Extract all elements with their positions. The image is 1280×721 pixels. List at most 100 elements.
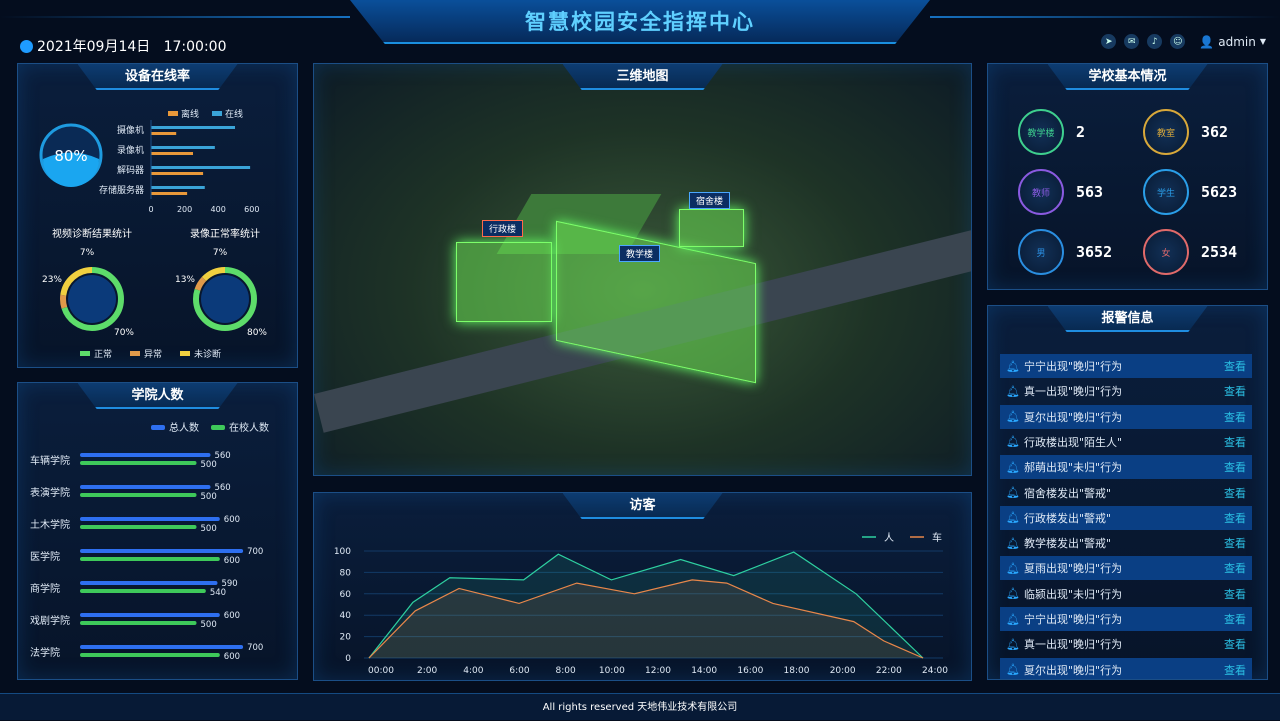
bar-total: [80, 453, 211, 457]
x-tick-label: 2:00: [417, 666, 437, 676]
view-button[interactable]: 查看: [1224, 461, 1246, 475]
send-icon[interactable]: ➤: [1101, 34, 1117, 49]
bar-offline: [151, 172, 204, 175]
stat-label: 教学楼: [1027, 128, 1055, 139]
series-area: [369, 579, 923, 658]
bar-total: [80, 581, 218, 585]
alarm-text: 行政楼发出"警戒": [1024, 511, 1112, 525]
bell-icon: 🔔︎: [1006, 587, 1020, 601]
stat-icon: 学生: [1143, 169, 1189, 215]
view-button[interactable]: 查看: [1224, 360, 1246, 373]
bar-online: [151, 126, 235, 129]
series-line-车: [368, 579, 924, 659]
bar-online: [151, 186, 205, 189]
bell-icon: 🔔︎: [1006, 511, 1020, 525]
toolbar: ➤ ✉ ♪ ☺ 👤 admin ▼: [1101, 34, 1266, 49]
view-button[interactable]: 查看: [1224, 410, 1246, 424]
support-icon[interactable]: ☺: [1170, 34, 1186, 49]
stat-value: 3652: [1076, 243, 1113, 261]
building-admin[interactable]: [456, 242, 552, 322]
view-button[interactable]: 查看: [1224, 587, 1246, 601]
alarm-item: 🔔︎ 临颍出现"未归"行为 查看: [1000, 582, 1252, 606]
stat-value: 5623: [1201, 183, 1238, 201]
legend-label: 未诊断: [194, 348, 221, 360]
bar-total: [80, 549, 244, 553]
x-tick-label: 10:00: [599, 666, 625, 676]
stat-label: 教师: [1031, 188, 1050, 199]
device-online-panel: 设备在线率 80% 离线 在线 摄像机 录像机 解码器 存储服务器 0 200 400 600 视频诊…: [17, 63, 298, 368]
school-stat: 教师 563: [1018, 169, 1103, 215]
panel-title: 设备在线率: [77, 64, 238, 90]
legend-label: 人: [884, 532, 894, 544]
stat-value: 2: [1076, 123, 1086, 141]
legend-swatch: [211, 425, 225, 430]
category-label: 解码器: [117, 164, 144, 176]
map-panel[interactable]: 行政楼 宿舍楼 教学楼 三维地图: [313, 63, 972, 476]
alarm-text: 宁宁出现"晚归"行为: [1024, 613, 1123, 626]
bar-total: [80, 517, 220, 521]
view-button[interactable]: 查看: [1224, 638, 1246, 652]
user-menu[interactable]: 👤 admin ▼: [1199, 35, 1266, 49]
alarm-text: 真一出现"晚归"行为: [1024, 638, 1123, 652]
alarm-item: 🔔︎ 宁宁出现"晚归"行为 查看: [1000, 354, 1252, 378]
y-tick-label: 40: [340, 611, 352, 621]
view-button[interactable]: 查看: [1224, 537, 1246, 551]
view-button[interactable]: 查看: [1224, 435, 1246, 449]
donut-segment: [193, 267, 257, 331]
tick-label: 600: [244, 205, 259, 214]
college-name: 医学院: [30, 550, 60, 563]
donut-label: 7%: [80, 248, 95, 258]
view-button[interactable]: 查看: [1224, 385, 1246, 399]
visitor-chart: 0 20 40 60 80 100 00:00 2:00 4:00 6:00 8:00 10:00 12…: [334, 531, 948, 676]
alarm-item: 🔔︎ 夏雨出现"晚归"行为 查看: [1000, 556, 1252, 581]
donut-center: [201, 275, 249, 323]
x-tick-label: 14:00: [691, 666, 717, 676]
x-tick-label: 8:00: [556, 666, 576, 676]
total-value: 700: [247, 547, 263, 557]
view-button[interactable]: 查看: [1224, 511, 1246, 525]
alarm-item: 🔔︎ 夏尔出现"晚归"行为 查看: [1000, 404, 1252, 429]
bell-icon: 🔔︎: [1006, 359, 1020, 373]
legend-swatch: [80, 351, 90, 356]
username: admin: [1218, 34, 1256, 49]
donut-segment: [60, 267, 124, 331]
donut-title: 视频诊断结果统计: [52, 227, 132, 240]
bar-present: [80, 461, 197, 465]
chevron-down-icon: ▼: [1259, 37, 1266, 46]
tag-admin-building[interactable]: 行政楼: [482, 220, 524, 237]
total-value: 560: [214, 483, 230, 493]
bell-icon[interactable]: ♪: [1147, 34, 1163, 49]
college-name: 车辆学院: [30, 454, 70, 467]
bar-offline: [151, 152, 193, 155]
view-button[interactable]: 查看: [1224, 663, 1246, 677]
alarm-item: 🔔︎ 宁宁出现"晚归"行为 查看: [1000, 607, 1252, 631]
bell-icon: 🔔︎: [1006, 384, 1020, 398]
present-value: 500: [201, 460, 217, 470]
x-tick-label: 6:00: [509, 666, 529, 676]
view-button[interactable]: 查看: [1224, 613, 1246, 626]
mail-icon[interactable]: ✉: [1124, 34, 1140, 49]
donut-label: 80%: [247, 328, 267, 338]
tag-teaching-building[interactable]: 教学楼: [619, 245, 661, 262]
donut-label: 70%: [114, 328, 134, 338]
tag-dorm-building[interactable]: 宿舍楼: [689, 192, 731, 209]
x-tick-label: 24:00: [922, 666, 948, 676]
alarm-item: 🔔︎ 行政楼发出"警戒" 查看: [1000, 505, 1252, 530]
view-button[interactable]: 查看: [1224, 562, 1246, 576]
building-dorm[interactable]: [679, 209, 744, 247]
stat-label: 学生: [1156, 188, 1175, 199]
donut-segment: [60, 267, 124, 331]
donut-title: 录像正常率统计: [190, 227, 260, 240]
view-button[interactable]: 查看: [1224, 486, 1246, 500]
stat-label: 教室: [1156, 128, 1175, 139]
online-rate-text: 80%: [54, 147, 87, 165]
stat-label: 女: [1161, 248, 1171, 259]
legend-label: 在校人数: [229, 421, 269, 434]
bar-present: [80, 621, 197, 625]
alarm-text: 真一出现"晚归"行为: [1024, 385, 1123, 399]
bar-total: [80, 613, 220, 617]
alarm-text: 宿舍楼发出"警戒": [1024, 486, 1112, 500]
footer: All rights reserved 天地伟业技术有限公司: [0, 693, 1280, 720]
stat-icon: 教师: [1018, 169, 1064, 215]
